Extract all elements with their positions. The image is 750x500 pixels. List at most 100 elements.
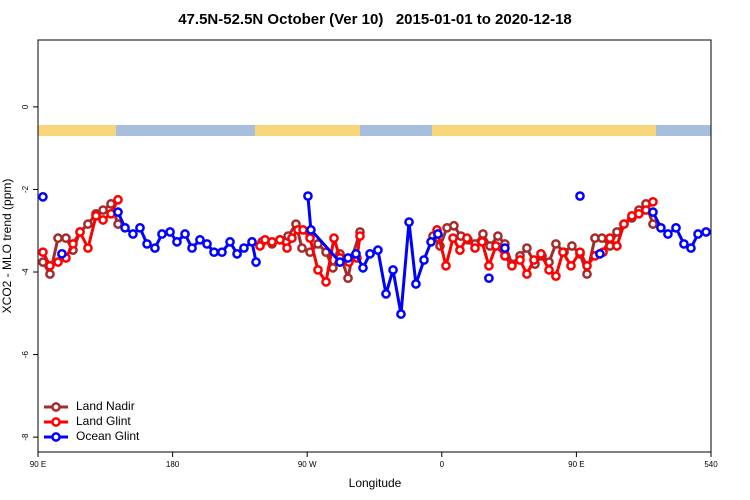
data-point — [648, 219, 658, 229]
data-point — [478, 229, 488, 239]
data-point — [679, 239, 689, 249]
data-point — [701, 227, 711, 237]
data-point — [313, 265, 323, 275]
land-band — [432, 125, 656, 136]
data-point — [575, 247, 585, 258]
data-point — [605, 233, 615, 244]
data-point — [449, 220, 459, 231]
data-point — [195, 234, 205, 245]
data-point — [247, 237, 257, 247]
legend-label: Land Glint — [76, 414, 131, 428]
data-point — [45, 260, 55, 271]
data-point — [373, 245, 383, 255]
data-point — [128, 229, 138, 239]
data-point — [180, 229, 190, 239]
data-point — [448, 233, 458, 244]
data-point — [515, 255, 525, 265]
data-point — [135, 222, 145, 233]
data-point — [567, 241, 577, 251]
y-tick-label: -6 — [21, 350, 30, 358]
data-point — [251, 257, 261, 267]
data-point — [351, 248, 361, 259]
data-point — [544, 265, 554, 275]
data-point — [671, 222, 681, 233]
data-point — [582, 269, 592, 279]
data-point — [536, 248, 546, 259]
data-point — [61, 233, 71, 244]
data-point — [441, 260, 451, 271]
data-point — [522, 243, 532, 253]
data-point — [217, 247, 227, 258]
x-tick-label: 0 — [440, 460, 445, 469]
data-point — [68, 239, 78, 249]
data-point — [470, 243, 480, 253]
data-point — [656, 222, 666, 233]
series-line — [116, 195, 707, 316]
data-point — [411, 279, 421, 289]
data-point — [98, 215, 108, 225]
series-line — [41, 202, 655, 280]
data-point — [575, 191, 585, 201]
series — [38, 191, 711, 319]
data-point — [232, 248, 242, 259]
data-point — [558, 247, 568, 258]
data-point — [53, 257, 63, 267]
data-point — [686, 243, 696, 253]
y-tick-label: -2 — [21, 185, 30, 193]
data-point — [83, 219, 93, 229]
ocean-band — [656, 125, 711, 136]
series — [38, 194, 658, 287]
data-point — [98, 205, 108, 215]
data-point — [255, 241, 265, 251]
data-point — [484, 260, 494, 271]
data-point — [462, 233, 472, 244]
x-axis-label: Longitude — [349, 476, 402, 490]
data-point — [297, 243, 307, 253]
data-point — [388, 265, 398, 275]
land-band — [255, 125, 360, 136]
data-point — [209, 247, 219, 258]
data-point — [225, 237, 235, 247]
data-point — [113, 194, 123, 205]
data-point — [433, 229, 443, 239]
data-point — [663, 229, 673, 239]
data-point — [529, 255, 539, 265]
data-point — [157, 229, 167, 239]
data-point — [329, 233, 339, 244]
data-point — [267, 237, 277, 247]
data-point — [172, 237, 182, 247]
y-tick-label: -4 — [21, 268, 30, 276]
data-point — [165, 227, 175, 237]
data-point — [396, 309, 406, 319]
data-point — [53, 233, 63, 244]
data-point — [343, 273, 353, 284]
data-point — [426, 237, 436, 247]
legend-label: Ocean Glint — [76, 429, 140, 443]
data-point — [306, 225, 316, 235]
data-point — [45, 269, 55, 279]
data-point — [38, 192, 48, 202]
data-point — [321, 277, 331, 287]
data-point — [305, 233, 315, 244]
data-point — [91, 211, 101, 221]
data-point — [566, 260, 576, 271]
y-tick-label: -8 — [21, 433, 30, 441]
legend-label: Land Nadir — [76, 399, 135, 413]
data-point — [693, 229, 703, 239]
data-point — [634, 208, 644, 219]
data-point — [120, 222, 130, 233]
data-point — [358, 263, 368, 273]
data-point — [83, 243, 93, 253]
data-point — [484, 273, 494, 284]
data-point — [343, 253, 353, 263]
y-axis-label: XCO2 - MLO trend (ppm) — [0, 179, 14, 314]
data-point — [597, 233, 607, 244]
plot-frame — [37, 39, 712, 453]
data-point — [187, 243, 197, 253]
data-point — [282, 243, 292, 253]
data-point — [335, 257, 345, 267]
data-point — [477, 237, 487, 247]
chart-title: 47.5N-52.5N October (Ver 10) 2015-01-01 … — [178, 11, 572, 28]
